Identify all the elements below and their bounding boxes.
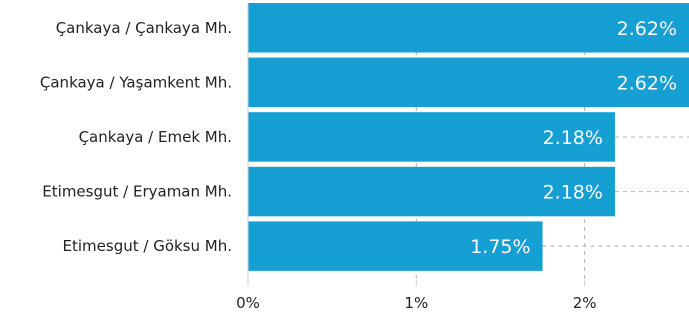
bar xyxy=(248,221,543,271)
bar xyxy=(248,57,689,108)
bar-value-label: 2.18% xyxy=(543,182,603,204)
category-label: Çankaya / Yaşamkent Mh. xyxy=(40,73,232,91)
bar-value-label: 2.62% xyxy=(617,72,677,94)
bar-value-label: 1.75% xyxy=(470,236,530,258)
category-label: Etimesgut / Göksu Mh. xyxy=(63,237,232,255)
category-label: Çankaya / Çankaya Mh. xyxy=(56,19,232,37)
x-tick-label: 2% xyxy=(573,294,597,312)
bar-value-label: 2.18% xyxy=(543,127,603,149)
bar xyxy=(248,112,615,162)
bar xyxy=(248,166,615,217)
x-tick-label: 0% xyxy=(236,294,260,312)
x-axis: 0% 1% 2% xyxy=(236,3,597,312)
category-labels: Çankaya / Çankaya Mh. Çankaya / Yaşamkent… xyxy=(40,19,232,255)
bar xyxy=(248,3,689,53)
category-label: Çankaya / Emek Mh. xyxy=(79,128,232,146)
bars: 2.62% 2.62% 2.18% 2.18% 1.75% xyxy=(248,3,689,271)
x-tick-label: 1% xyxy=(404,294,428,312)
category-label: Etimesgut / Eryaman Mh. xyxy=(42,183,232,201)
bar-value-label: 2.62% xyxy=(617,18,677,40)
